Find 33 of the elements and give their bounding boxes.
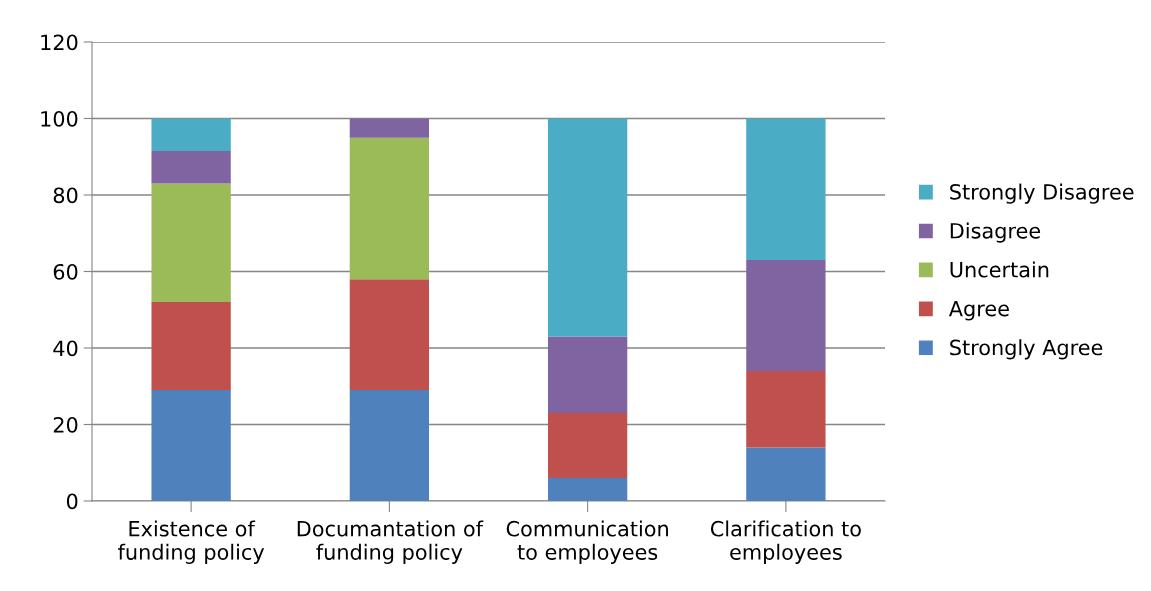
bar <box>151 183 231 303</box>
bar <box>349 137 430 280</box>
y-tick-label: 20 <box>53 416 78 433</box>
bar <box>547 118 628 337</box>
bar <box>746 447 826 501</box>
y-tick-label: 100 <box>41 110 78 127</box>
bar <box>151 390 231 501</box>
y-tick-label: 120 <box>41 34 78 51</box>
y-tick-label: 40 <box>53 340 78 357</box>
x-tick-label: Existence of funding policy <box>118 520 265 564</box>
x-tick-label: Documantation of funding policy <box>297 520 484 564</box>
bar <box>151 118 231 152</box>
bar <box>746 260 826 371</box>
bar <box>746 370 826 448</box>
x-tick-label: Clarification to employees <box>710 520 861 564</box>
legend-label: Uncertain <box>950 261 1049 278</box>
y-tick-label: 60 <box>53 263 78 280</box>
bar <box>746 118 826 261</box>
legend-label: Strongly Agree <box>950 339 1103 360</box>
bar <box>547 413 628 479</box>
bar <box>547 336 628 414</box>
bar <box>151 151 231 184</box>
bar <box>349 118 430 138</box>
bar <box>349 279 430 391</box>
legend-label: Strongly Disagree <box>950 183 1134 204</box>
x-tick-label: Communication to employees <box>506 520 668 564</box>
legend-label: Disagree <box>950 222 1041 243</box>
legend-label: Agree <box>948 300 1009 321</box>
bar <box>547 478 628 501</box>
y-tick-label: 0 <box>66 493 78 510</box>
y-tick-label: 80 <box>53 187 78 204</box>
bar <box>151 302 231 391</box>
bar <box>349 390 430 501</box>
